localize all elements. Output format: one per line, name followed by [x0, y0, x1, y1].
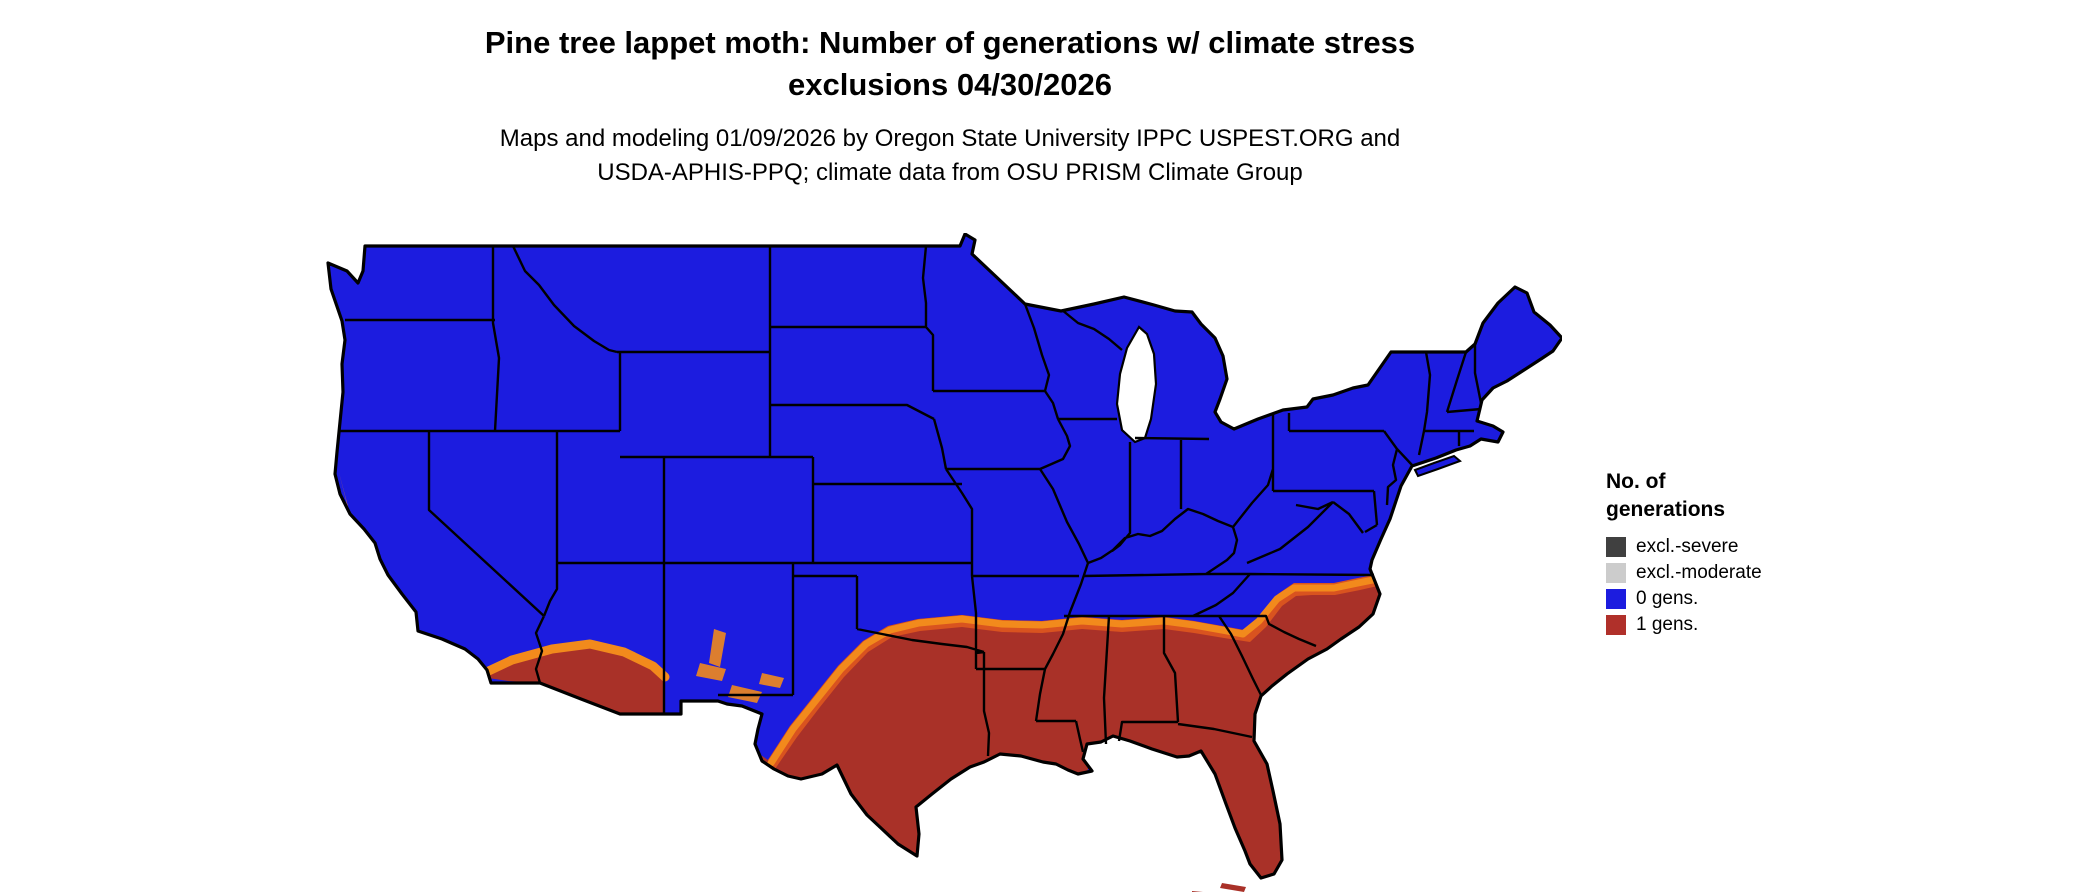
legend-item-0-gens: 0 gens. [1606, 586, 1762, 612]
legend-swatch-0-gens [1606, 589, 1626, 609]
page-subtitle: Maps and modeling 01/09/2026 by Oregon S… [0, 122, 1900, 190]
legend-swatch-excl-severe [1606, 537, 1626, 557]
legend-items: excl.-severe excl.-moderate 0 gens. 1 ge… [1606, 534, 1762, 638]
map-region-1-gen [752, 574, 1402, 878]
legend-title-line1: No. of [1606, 470, 1666, 493]
page-title-line2: exclusions 04/30/2026 [787, 67, 1112, 102]
map-region-transition-edge [767, 575, 1382, 767]
page-subtitle-line1: Maps and modeling 01/09/2026 by Oregon S… [499, 125, 1401, 152]
transition-patch [709, 629, 726, 667]
florida-keys [1192, 883, 1246, 892]
page-title-line1: Pine tree lappet moth: Number of generat… [484, 25, 1416, 60]
page-subtitle-line2: USDA-APHIS-PPQ; climate data from OSU PR… [597, 159, 1303, 186]
long-island [1413, 454, 1462, 478]
legend-swatch-excl-moderate [1606, 563, 1626, 583]
map-region-southwest-transition [473, 639, 670, 682]
map-legend: No. of generations excl.-severe excl.-mo… [1606, 468, 1762, 638]
legend-item-1-gens: 1 gens. [1606, 612, 1762, 638]
legend-label-1-gens: 1 gens. [1636, 614, 1699, 635]
legend-item-excl-moderate: excl.-moderate [1606, 560, 1762, 586]
us-map [326, 232, 1564, 892]
state-borders [339, 245, 1483, 757]
legend-item-excl-severe: excl.-severe [1606, 534, 1762, 560]
legend-label-0-gens: 0 gens. [1636, 588, 1699, 609]
transition-patch [696, 663, 726, 681]
lake-michigan [1115, 325, 1158, 444]
us-outline [326, 232, 1564, 880]
map-region-southwest-1-gen [480, 645, 664, 714]
legend-title-line2: generations [1606, 498, 1726, 521]
page-title: Pine tree lappet moth: Number of generat… [0, 22, 1900, 106]
transition-patch [759, 673, 784, 688]
map-container [322, 232, 1564, 892]
legend-title: No. of generations [1606, 468, 1762, 524]
legend-label-excl-moderate: excl.-moderate [1636, 562, 1762, 583]
legend-label-excl-severe: excl.-severe [1636, 536, 1739, 557]
legend-swatch-1-gens [1606, 615, 1626, 635]
